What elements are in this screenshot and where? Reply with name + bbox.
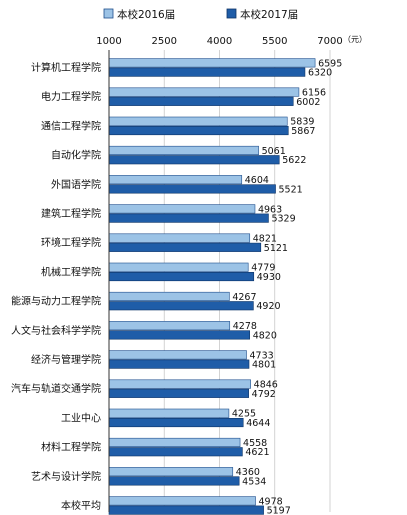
bar-2017 bbox=[109, 331, 250, 340]
category-label: 经济与管理学院 bbox=[31, 353, 101, 366]
bar-2016 bbox=[109, 205, 255, 214]
legend-swatch-2016 bbox=[104, 9, 113, 18]
bar-2017 bbox=[109, 506, 264, 515]
bar-2016 bbox=[109, 467, 233, 476]
data-label: 4820 bbox=[253, 330, 277, 341]
bar-2017 bbox=[109, 448, 242, 457]
data-label: 4621 bbox=[245, 447, 269, 458]
data-label: 4534 bbox=[242, 476, 266, 487]
data-label: 5521 bbox=[279, 184, 303, 195]
bar-2016 bbox=[109, 59, 315, 68]
bar-2016 bbox=[109, 409, 229, 418]
bar-2017 bbox=[109, 272, 254, 281]
data-label: 6002 bbox=[296, 97, 320, 108]
category-label: 艺术与设计学院 bbox=[31, 470, 101, 483]
bar-2017 bbox=[109, 360, 249, 369]
category-label: 环境工程学院 bbox=[41, 236, 101, 249]
bar-2017 bbox=[109, 126, 288, 135]
data-label: 5197 bbox=[267, 506, 291, 515]
bar-2017 bbox=[109, 97, 293, 106]
category-label: 能源与动力工程学院 bbox=[11, 295, 101, 308]
bar-2016 bbox=[109, 497, 256, 506]
bar-2016 bbox=[109, 438, 240, 447]
category-label: 材料工程学院 bbox=[41, 441, 101, 454]
x-tick-label: 5500 bbox=[262, 36, 287, 47]
bar-2017 bbox=[109, 214, 268, 223]
data-label: 6320 bbox=[308, 68, 332, 79]
legend-label-2016: 本校2016届 bbox=[117, 8, 175, 21]
category-label: 计算机工程学院 bbox=[31, 61, 101, 74]
bars: 6595632061566002583958675061562246045521… bbox=[109, 58, 342, 515]
data-label: 5121 bbox=[264, 243, 288, 254]
data-label: 4792 bbox=[252, 389, 276, 400]
bar-2016 bbox=[109, 351, 246, 360]
bar-2016 bbox=[109, 321, 230, 330]
legend-label-2017: 本校2017届 bbox=[240, 8, 298, 21]
bar-2017 bbox=[109, 302, 253, 311]
data-label: 5867 bbox=[291, 126, 315, 137]
bar-2017 bbox=[109, 477, 239, 486]
x-tick-label: 2500 bbox=[152, 36, 177, 47]
bar-2017 bbox=[109, 185, 276, 194]
bar-2017 bbox=[109, 389, 249, 398]
data-label: 5329 bbox=[271, 214, 295, 225]
category-label: 人文与社会科学学院 bbox=[11, 324, 101, 337]
bar-2017 bbox=[109, 156, 279, 165]
bar-2016 bbox=[109, 117, 287, 126]
data-label: 4930 bbox=[257, 272, 281, 283]
category-label: 通信工程学院 bbox=[41, 119, 101, 132]
bar-2017 bbox=[109, 68, 305, 77]
category-label: 建筑工程学院 bbox=[41, 207, 101, 220]
category-label: 电力工程学院 bbox=[41, 90, 101, 103]
category-labels: 计算机工程学院电力工程学院通信工程学院自动化学院外国语学院建筑工程学院环境工程学… bbox=[11, 61, 101, 512]
x-tick-label: 7000 bbox=[317, 36, 342, 47]
data-label: 4644 bbox=[246, 418, 270, 429]
category-label: 工业中心 bbox=[61, 411, 101, 424]
category-label: 本校平均 bbox=[61, 499, 101, 512]
bar-2016 bbox=[109, 263, 248, 272]
x-axis-ticks: 1000 2500 4000 5500 7000 bbox=[96, 36, 342, 47]
legend: 本校2016届 本校2017届 bbox=[104, 8, 298, 21]
legend-swatch-2017 bbox=[227, 9, 236, 18]
bar-2016 bbox=[109, 380, 251, 389]
x-tick-label: 4000 bbox=[207, 36, 232, 47]
data-label: 4920 bbox=[256, 301, 280, 312]
category-label: 自动化学院 bbox=[51, 149, 101, 162]
x-tick-label: 1000 bbox=[96, 36, 121, 47]
category-label: 外国语学院 bbox=[51, 178, 101, 191]
category-label: 汽车与轨道交通学院 bbox=[11, 382, 101, 395]
bar-2017 bbox=[109, 418, 243, 427]
bar-2016 bbox=[109, 292, 229, 301]
bar-2016 bbox=[109, 146, 259, 155]
bar-2016 bbox=[109, 234, 250, 243]
category-label: 机械工程学院 bbox=[41, 265, 101, 278]
bar-2016 bbox=[109, 175, 242, 184]
x-axis-unit: （元） bbox=[343, 35, 367, 44]
bar-2017 bbox=[109, 243, 261, 252]
bar-2016 bbox=[109, 88, 299, 97]
data-label: 5622 bbox=[282, 155, 306, 166]
data-label: 4801 bbox=[252, 360, 276, 371]
